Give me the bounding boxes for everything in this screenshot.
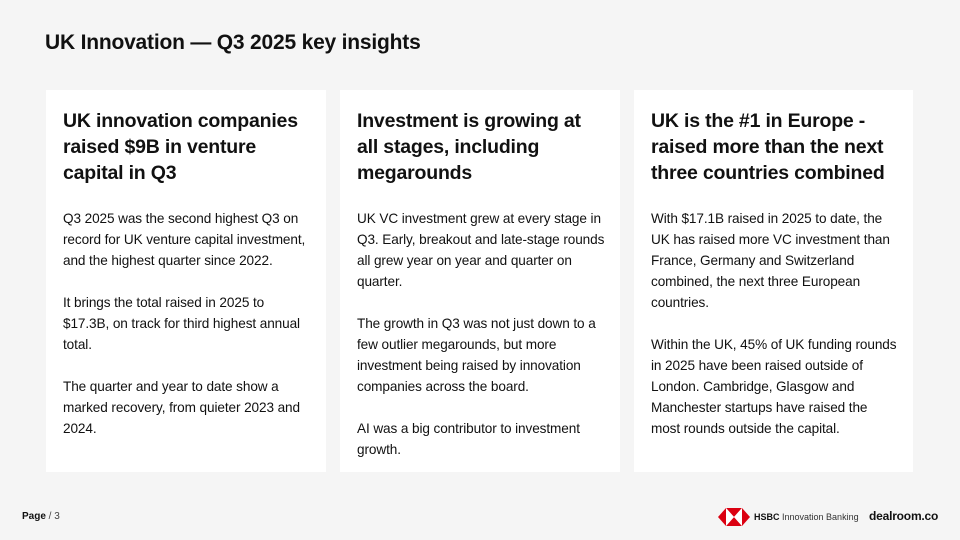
card-paragraph: Within the UK, 45% of UK funding rounds …: [651, 337, 897, 436]
card-body: Q3 2025 was the second highest Q3 on rec…: [63, 208, 311, 439]
hsbc-brand-text: HSBC: [754, 512, 780, 522]
card-paragraph: Q3 2025 was the second highest Q3 on rec…: [63, 211, 306, 268]
card-paragraph: The growth in Q3 was not just down to a …: [357, 316, 596, 394]
card-paragraph: AI was a big contributor to investment g…: [357, 421, 580, 457]
insight-card-europe-ranking: UK is the #1 in Europe - raised more tha…: [634, 90, 913, 472]
insight-card-investment-growth: Investment is growing at all stages, inc…: [340, 90, 620, 472]
card-heading: Investment is growing at all stages, inc…: [357, 110, 581, 184]
card-paragraph: The quarter and year to date show a mark…: [63, 379, 300, 436]
page-title: UK Innovation — Q3 2025 key insights: [45, 31, 421, 54]
insight-card-venture-capital: UK innovation companies raised $9B in ve…: [46, 90, 326, 472]
dealroom-logo: dealroom.co: [869, 509, 939, 523]
page-indicator: Page / 3: [22, 511, 60, 522]
hsbc-innovation-banking-logo: HSBC Innovation Banking: [718, 508, 859, 526]
page-number: / 3: [45, 511, 60, 522]
hsbc-hexagon-icon: [718, 508, 750, 526]
card-paragraph: With $17.1B raised in 2025 to date, the …: [651, 211, 890, 310]
card-heading: UK is the #1 in Europe - raised more tha…: [651, 110, 885, 184]
card-heading: UK innovation companies raised $9B in ve…: [63, 110, 298, 184]
card-body: With $17.1B raised in 2025 to date, the …: [651, 208, 898, 439]
hsbc-wordmark: HSBC Innovation Banking: [754, 512, 859, 522]
page-label: Page: [22, 511, 46, 522]
hsbc-sub-text: Innovation Banking: [779, 512, 859, 522]
card-paragraph: It brings the total raised in 2025 to $1…: [63, 295, 300, 352]
card-body: UK VC investment grew at every stage in …: [357, 208, 605, 460]
card-paragraph: UK VC investment grew at every stage in …: [357, 211, 605, 289]
